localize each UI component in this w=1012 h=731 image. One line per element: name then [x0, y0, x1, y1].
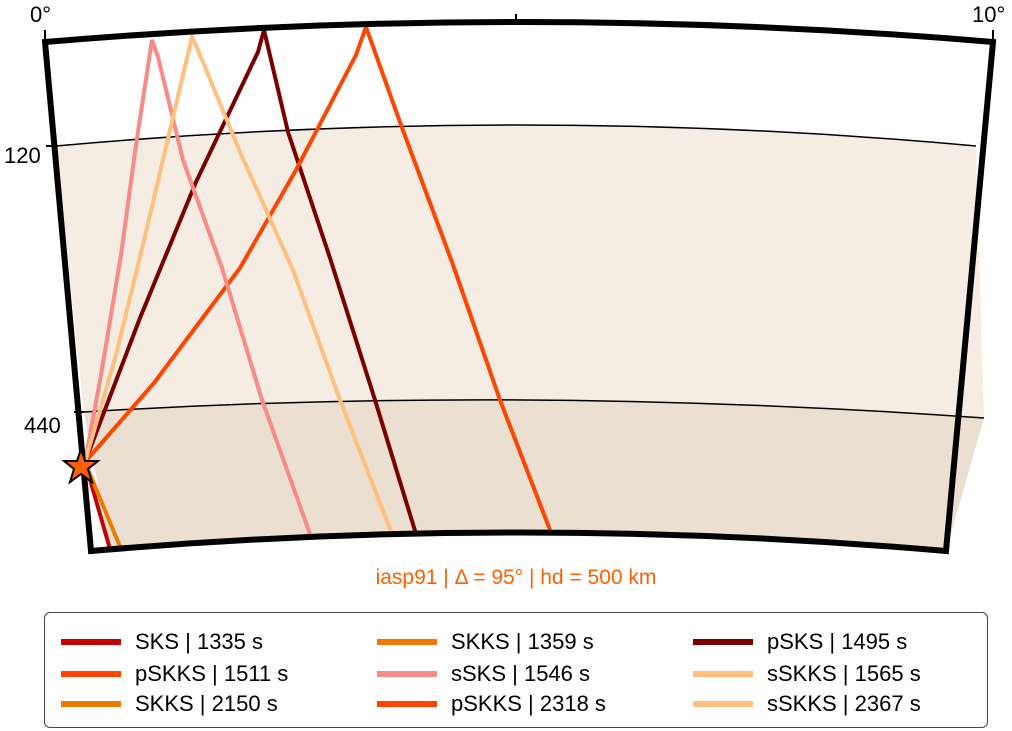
legend-label: SKKS | 1359 s — [451, 629, 594, 654]
ray-ssks — [83, 39, 312, 535]
plot-frame — [41, 19, 997, 555]
legend-label: sSKS | 1546 s — [451, 661, 591, 686]
legend-item: sSKS | 1546 s — [377, 659, 590, 689]
boundary-440 — [83, 399, 985, 419]
depth-label-120: 120 — [4, 143, 41, 168]
legend-swatch — [693, 671, 753, 677]
legend-label: pSKKS | 1511 s — [135, 661, 289, 686]
legend-swatch — [693, 701, 753, 707]
legend-item: SKKS | 1359 s — [377, 627, 594, 657]
source-star-icon — [61, 445, 101, 485]
legend-swatch — [693, 639, 753, 645]
transition-layer — [56, 125, 984, 418]
boundary-120 — [55, 124, 977, 147]
legend-label: SKKS | 2150 s — [135, 691, 278, 716]
lower-layer — [84, 399, 984, 551]
ray-pskks — [83, 21, 552, 531]
angle-label-0: 0° — [30, 2, 51, 27]
legend: SKS | 1335 s SKKS | 1359 s pSKS | 1495 s… — [44, 612, 988, 728]
angle-label-10: 10° — [972, 2, 1005, 27]
legend-label: pSKS | 1495 s — [767, 629, 908, 654]
legend-item: sSKKS | 2367 s — [693, 689, 921, 719]
ray-sskks — [83, 30, 394, 535]
legend-label: SKS | 1335 s — [135, 629, 264, 654]
legend-swatch — [377, 671, 437, 677]
legend-swatch — [61, 701, 121, 707]
legend-item: pSKKS | 2318 s — [377, 689, 606, 719]
legend-label: pSKKS | 2318 s — [451, 691, 606, 716]
legend-swatch — [61, 639, 121, 645]
legend-label: sSKKS | 2367 s — [767, 691, 921, 716]
legend-label: sSKKS | 1565 s — [767, 661, 921, 686]
legend-item: SKKS | 2150 s — [61, 689, 278, 719]
legend-item: pSKKS | 1511 s — [61, 659, 288, 689]
legend-swatch — [377, 701, 437, 707]
legend-item: sSKKS | 1565 s — [693, 659, 921, 689]
legend-swatch — [377, 639, 437, 645]
legend-item: pSKS | 1495 s — [693, 627, 907, 657]
depth-label-440: 440 — [24, 413, 61, 438]
legend-swatch — [61, 671, 121, 677]
figure-subtitle: iasp91 | Δ = 95° | hd = 500 km — [376, 566, 657, 589]
legend-item: SKS | 1335 s — [61, 627, 263, 657]
ray-path-plot: 0° 10° 120 440 iasp91 | Δ = 95° | hd = 5… — [4, 2, 1005, 589]
